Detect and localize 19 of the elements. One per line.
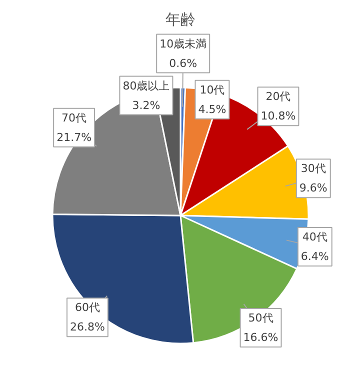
slice-label: 60代 bbox=[74, 301, 100, 314]
data-label: 3.2% bbox=[132, 98, 160, 112]
chart-title: 年齢 bbox=[166, 10, 196, 28]
data-label: 6.4% bbox=[300, 250, 329, 264]
data-label: 21.7% bbox=[56, 130, 92, 144]
data-label: 0.6% bbox=[169, 56, 198, 70]
slice-label: 50代 bbox=[248, 312, 274, 324]
data-label: 10.8% bbox=[260, 110, 296, 123]
data-label: 9.6% bbox=[299, 182, 328, 195]
data-label: 4.5% bbox=[198, 102, 226, 116]
slice-label: 40代 bbox=[302, 230, 328, 244]
slice-label: 20代 bbox=[266, 90, 291, 104]
slice-label: 10歳未満 bbox=[160, 37, 207, 50]
slice-label: 30代 bbox=[300, 162, 326, 176]
slice-label: 10代 bbox=[200, 83, 225, 96]
data-label: 26.8% bbox=[70, 320, 105, 334]
slice-label: 70代 bbox=[62, 111, 87, 124]
data-label: 16.6% bbox=[243, 331, 278, 344]
slice-label: 80歳以上 bbox=[122, 79, 170, 92]
